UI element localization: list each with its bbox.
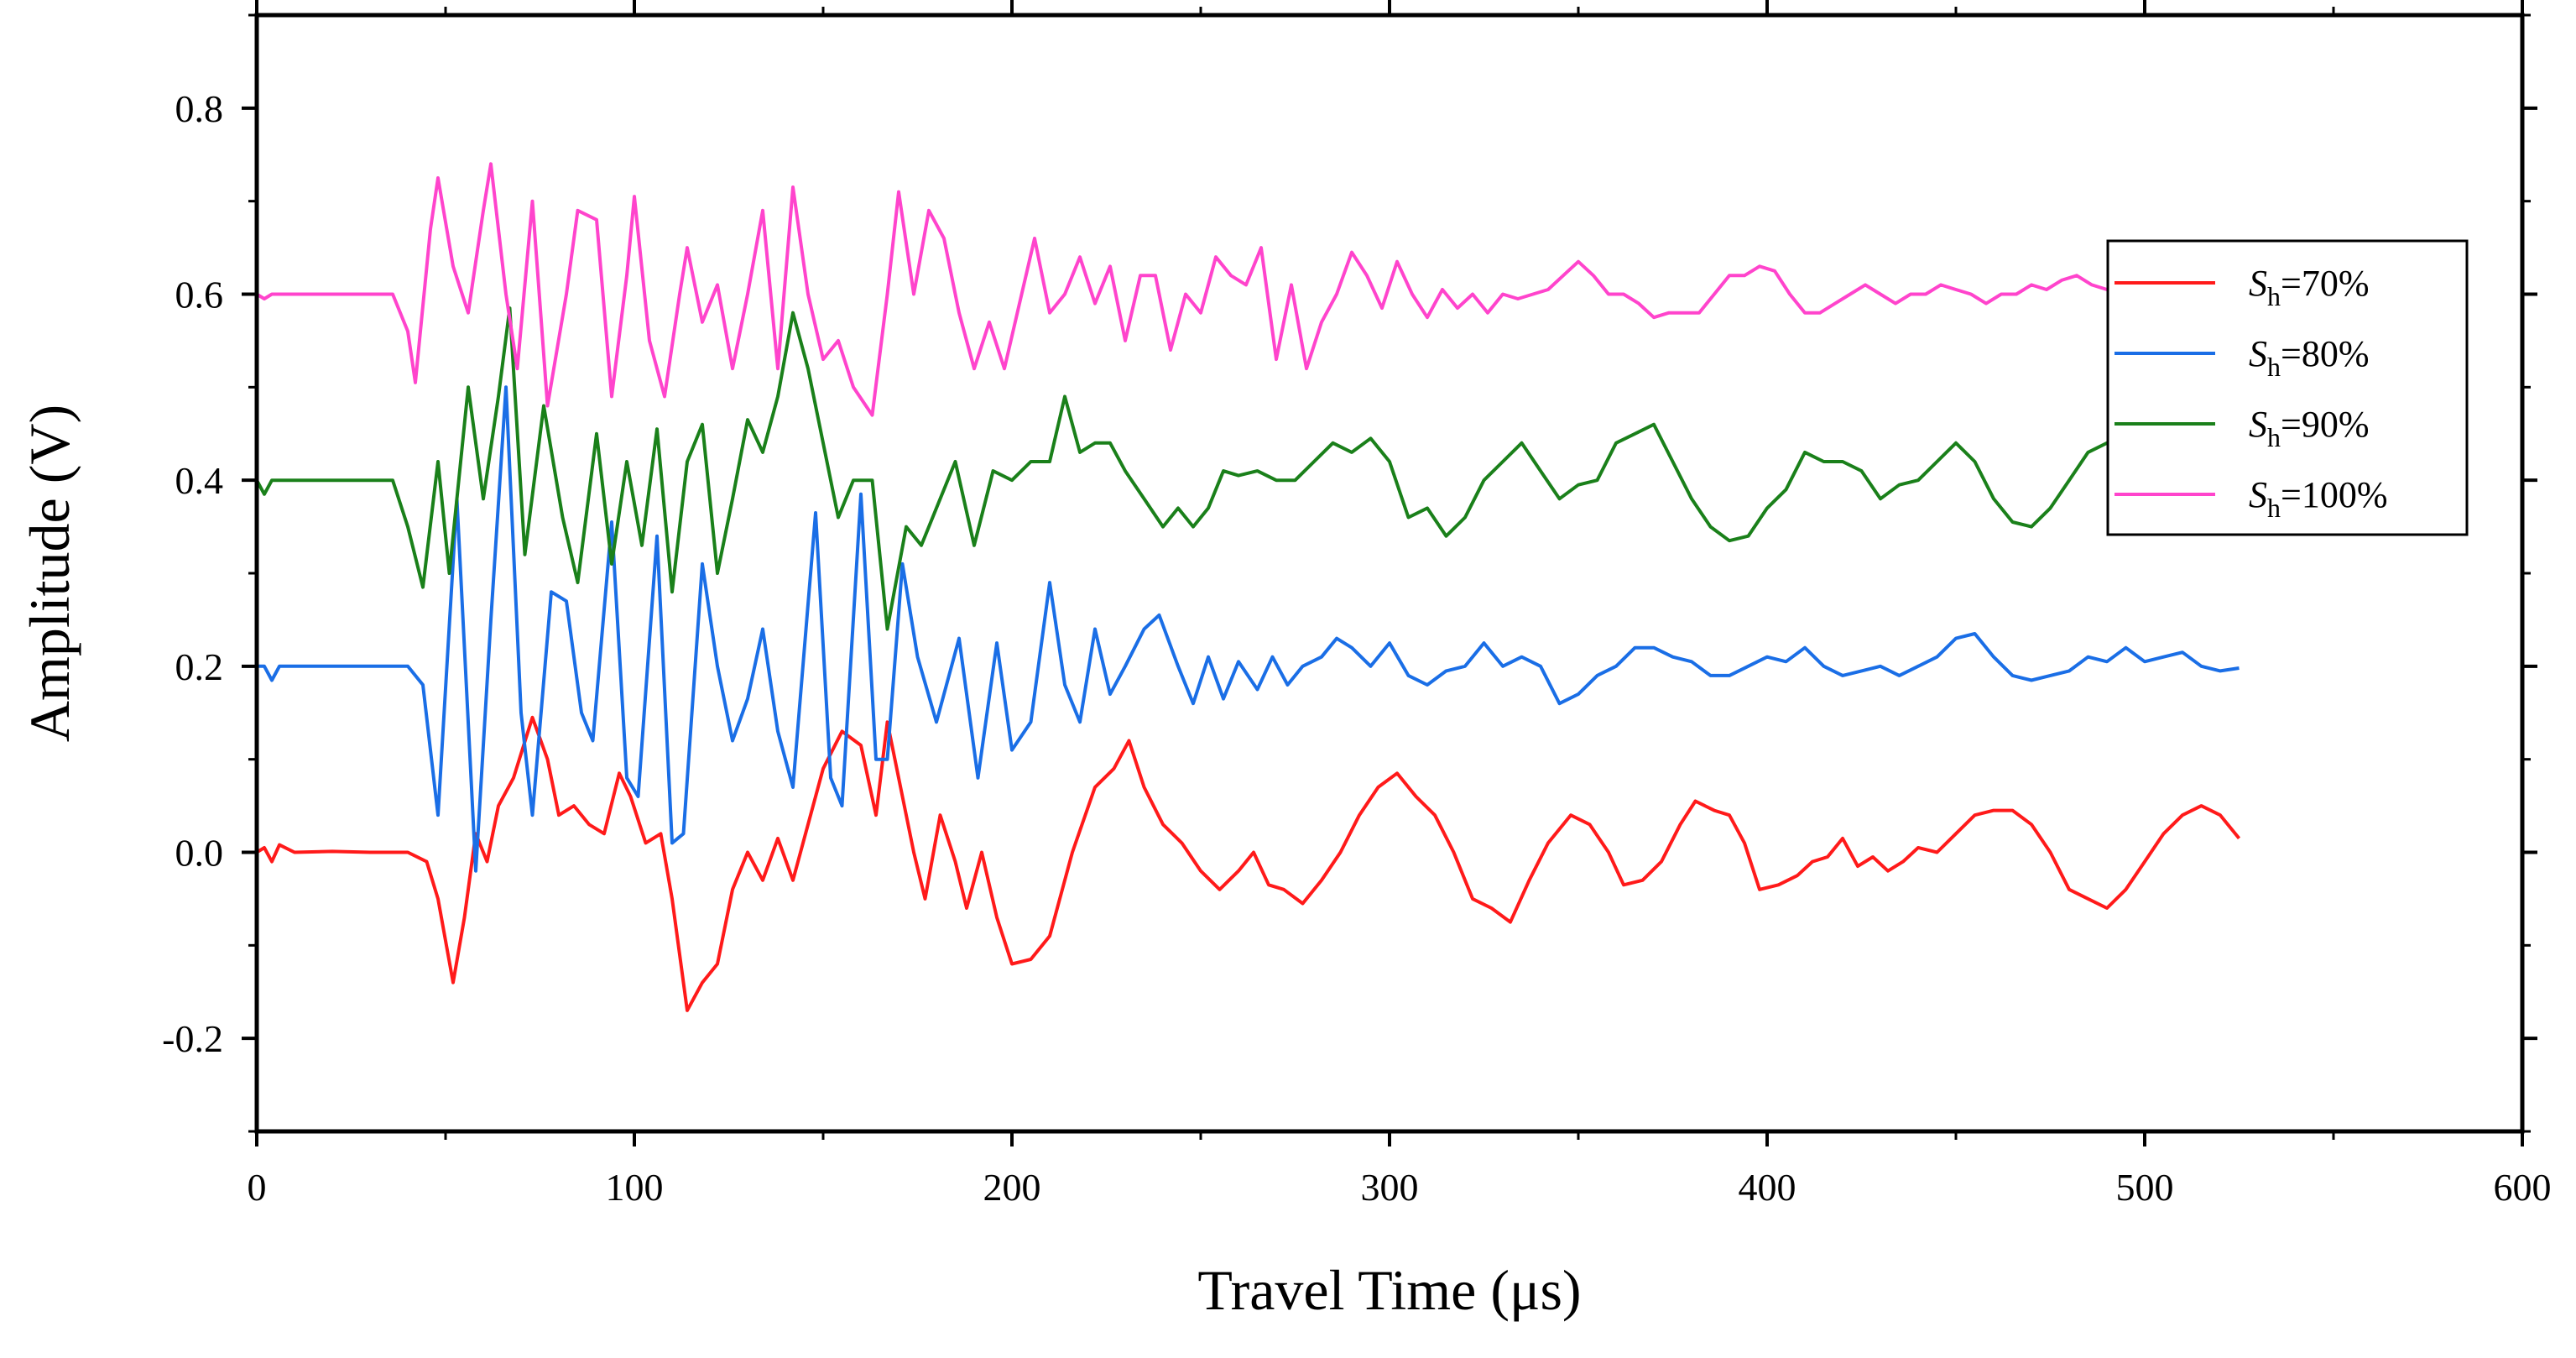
series-line-100pct [257, 162, 2108, 417]
legend-entry: Sh=90% [2115, 404, 2369, 452]
legend-label: Sh=100% [2249, 474, 2387, 523]
x-tick-label: 0 [248, 1166, 267, 1209]
series-layer [257, 162, 2241, 1012]
legend-box [2106, 239, 2469, 536]
x-tick-label: 200 [983, 1166, 1041, 1209]
legend-label: Sh=80% [2249, 333, 2369, 382]
series-line-80pct [257, 385, 2240, 873]
plot-frame [254, 13, 2525, 1134]
y-tick-label: 0.6 [175, 274, 224, 316]
legend-label: Sh=70% [2249, 263, 2369, 311]
y-tick-label: 0.4 [175, 459, 224, 502]
series-line-70pct [257, 715, 2241, 1012]
y-tick-label: 0.2 [175, 645, 224, 688]
y-tick-label: 0.0 [175, 832, 224, 875]
y-axis-title: Amplitude (V) [18, 405, 81, 742]
axis-ticks [242, 0, 2537, 1146]
x-tick-label: 100 [606, 1166, 664, 1209]
legend-entry: Sh=100% [2115, 474, 2387, 523]
x-axis-title: Travel Time (μs) [1197, 1258, 1581, 1322]
legend-entry: Sh=70% [2115, 263, 2369, 311]
legend: Sh=70% Sh=80% Sh=90% Sh=100% [2106, 239, 2469, 536]
x-tick-label: 600 [2494, 1166, 2552, 1209]
x-tick-label: 400 [1739, 1166, 1796, 1209]
y-tick-label: 0.8 [175, 87, 224, 130]
x-tick-label: 300 [1361, 1166, 1419, 1209]
legend-label: Sh=90% [2249, 404, 2369, 452]
tick-labels: 0 100 200 300 400 500 600 -0.2 0.0 0.2 0.4 0.6 0.8 [162, 87, 2551, 1209]
x-tick-label: 500 [2116, 1166, 2174, 1209]
series-line-90pct [257, 306, 2183, 631]
legend-entry: Sh=80% [2115, 333, 2369, 382]
y-tick-label: -0.2 [162, 1017, 223, 1060]
